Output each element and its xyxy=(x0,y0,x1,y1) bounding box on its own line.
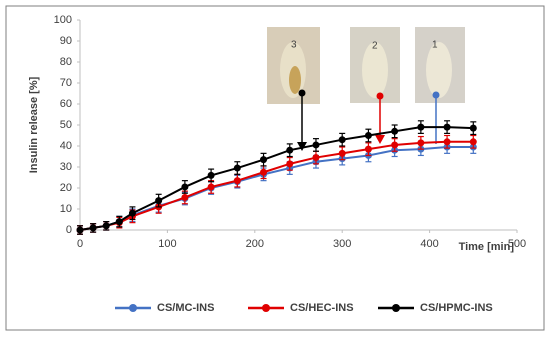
y-tick-label: 70 xyxy=(60,77,72,89)
y-tick-label: 60 xyxy=(60,98,72,110)
legend-marker xyxy=(392,304,400,312)
photo-number: 2 xyxy=(372,41,378,52)
photo-number: 3 xyxy=(291,40,297,51)
marker xyxy=(469,138,477,146)
marker xyxy=(260,168,268,176)
marker xyxy=(155,197,163,205)
arrow-head xyxy=(375,135,385,144)
x-axis-title: Time [min] xyxy=(459,241,515,253)
tube-content xyxy=(289,66,301,94)
legend-label: CS/HPMC-INS xyxy=(420,302,493,314)
y-tick-label: 50 xyxy=(60,119,72,131)
marker xyxy=(115,218,123,226)
x-tick-label: 300 xyxy=(333,238,351,250)
marker xyxy=(443,138,451,146)
marker xyxy=(391,127,399,135)
marker xyxy=(181,183,189,191)
marker xyxy=(233,177,241,185)
marker xyxy=(181,193,189,201)
arrow-dot xyxy=(432,91,440,99)
x-tick-label: 200 xyxy=(246,238,264,250)
x-tick-label: 400 xyxy=(420,238,438,250)
arrow-dot xyxy=(298,89,306,97)
marker xyxy=(207,183,215,191)
photo-number: 1 xyxy=(432,40,438,51)
marker xyxy=(443,123,451,131)
marker xyxy=(76,226,84,234)
x-tick-label: 500 xyxy=(508,238,526,250)
y-tick-label: 30 xyxy=(60,161,72,173)
tube xyxy=(362,42,388,98)
x-tick-label: 100 xyxy=(158,238,176,250)
marker xyxy=(338,136,346,144)
legend-marker xyxy=(262,304,270,312)
arrow-head xyxy=(297,142,307,151)
y-tick-label: 80 xyxy=(60,56,72,68)
marker xyxy=(128,209,136,217)
marker xyxy=(417,123,425,131)
marker xyxy=(338,149,346,157)
legend-label: CS/HEC-INS xyxy=(290,302,354,314)
y-tick-label: 0 xyxy=(66,224,72,236)
y-tick-label: 10 xyxy=(60,203,72,215)
y-tick-label: 40 xyxy=(60,140,72,152)
photo xyxy=(267,27,465,104)
marker xyxy=(207,171,215,179)
y-tick-label: 90 xyxy=(60,35,72,47)
legend-label: CS/MC-INS xyxy=(157,302,214,314)
marker xyxy=(469,124,477,132)
marker xyxy=(364,145,372,153)
marker xyxy=(286,160,294,168)
x-tick-label: 0 xyxy=(77,238,83,250)
marker xyxy=(312,141,320,149)
marker xyxy=(286,146,294,154)
marker xyxy=(260,156,268,164)
marker xyxy=(233,164,241,172)
arrow-dot xyxy=(376,92,384,100)
marker xyxy=(417,139,425,147)
marker xyxy=(89,224,97,232)
tube xyxy=(426,42,452,98)
marker xyxy=(312,154,320,162)
marker xyxy=(391,141,399,149)
y-tick-label: 100 xyxy=(54,14,72,26)
marker xyxy=(102,222,110,230)
marker xyxy=(364,132,372,139)
arrows xyxy=(297,89,440,151)
y-tick-label: 20 xyxy=(60,182,72,194)
y-axis-title: Insulin release [%] xyxy=(28,76,40,173)
legend-marker xyxy=(129,304,137,312)
